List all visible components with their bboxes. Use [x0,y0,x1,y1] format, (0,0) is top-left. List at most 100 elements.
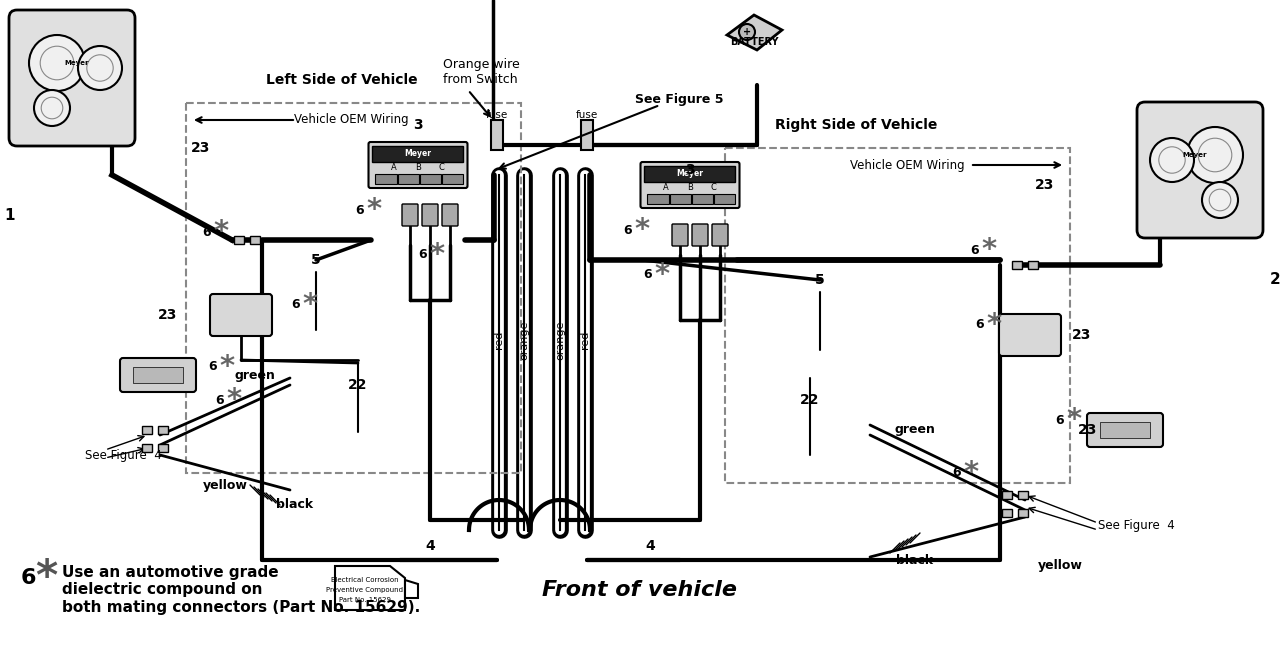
Bar [442,174,464,184]
Text: 23: 23 [192,141,211,155]
Text: *: * [214,218,228,246]
Text: 6: 6 [1056,414,1064,426]
Text: Meyer: Meyer [64,60,89,66]
Text: 3: 3 [413,118,422,132]
Text: 6: 6 [419,249,428,261]
FancyBboxPatch shape [692,224,708,246]
Text: black: black [277,498,313,512]
Text: +: + [743,27,751,37]
Text: *: * [35,557,57,599]
Text: *: * [429,241,444,269]
Text: *: * [227,386,242,414]
Text: Meyer: Meyer [404,149,431,159]
Bar [692,194,714,204]
Text: See Figure  4: See Figure 4 [1097,518,1175,532]
Text: Electrical Corrosion: Electrical Corrosion [331,577,399,583]
Text: 23: 23 [1073,328,1092,342]
Text: *: * [303,291,318,319]
FancyBboxPatch shape [368,142,468,188]
Text: *: * [963,459,979,487]
Circle shape [30,35,85,91]
Bar [1002,509,1012,517]
Text: Right Side of Vehicle: Right Side of Vehicle [775,118,938,132]
Text: See Figure  4: See Figure 4 [85,448,162,462]
Bar [491,120,504,150]
Text: yellow: yellow [1038,558,1082,572]
Text: 6: 6 [644,269,652,281]
Text: 6: 6 [953,466,961,480]
Text: 2: 2 [1270,273,1280,287]
Bar [158,444,167,452]
Polygon shape [404,580,419,598]
FancyBboxPatch shape [1087,413,1163,447]
Text: Use an automotive grade
dielectric compound on
both mating connectors (Part No. : Use an automotive grade dielectric compo… [62,565,420,615]
Text: Part No. 15629: Part No. 15629 [339,597,392,603]
Text: *: * [987,311,1002,339]
Polygon shape [335,566,404,610]
FancyBboxPatch shape [422,204,438,226]
Text: 6: 6 [291,299,300,311]
FancyBboxPatch shape [640,162,739,208]
Circle shape [739,24,755,40]
Circle shape [1202,182,1238,218]
Text: *: * [367,196,381,224]
FancyBboxPatch shape [999,314,1061,356]
Text: See Figure 5: See Figure 5 [635,93,724,107]
FancyBboxPatch shape [1137,102,1264,238]
Bar [185,103,522,473]
Bar [142,444,152,452]
Bar [234,236,243,244]
Text: *: * [635,216,649,244]
Bar [372,146,464,162]
Text: C: C [711,183,716,193]
FancyBboxPatch shape [402,204,419,226]
Text: Left Side of Vehicle: Left Side of Vehicle [267,73,417,87]
Text: green: green [234,368,276,382]
Bar [1028,261,1038,269]
Text: Meyer: Meyer [676,169,703,179]
Bar [1100,422,1150,438]
Text: Orange wire
from Switch: Orange wire from Switch [443,58,520,86]
Text: 3: 3 [685,163,694,177]
Text: 23: 23 [158,308,178,322]
Bar [648,194,668,204]
Text: B: B [415,163,421,173]
Text: 1: 1 [5,207,15,223]
Bar [142,426,152,434]
Bar [725,148,1070,483]
Text: black: black [896,554,934,566]
Text: 5: 5 [815,273,824,287]
Text: 6: 6 [202,225,211,239]
Text: C: C [439,163,444,173]
Text: 5: 5 [312,253,321,267]
Text: 6: 6 [209,360,218,374]
Text: BATTERY: BATTERY [730,37,778,47]
Text: 22: 22 [800,393,819,407]
Text: red: red [495,331,504,350]
Text: 4: 4 [425,539,435,553]
Text: orange: orange [519,320,529,360]
Text: orange: orange [555,320,565,360]
Text: red: red [580,331,590,350]
Bar [420,174,442,184]
Bar [1002,491,1012,499]
Text: 6: 6 [976,319,984,331]
FancyBboxPatch shape [210,294,272,336]
Text: green: green [895,424,935,436]
Text: Meyer: Meyer [1182,152,1207,158]
Text: 23: 23 [1036,178,1055,192]
Circle shape [1188,127,1243,183]
Text: A: A [392,163,397,173]
Text: fuse: fuse [486,110,509,120]
Bar [1018,491,1028,499]
Text: 6: 6 [355,203,365,217]
FancyBboxPatch shape [9,10,135,146]
FancyBboxPatch shape [712,224,728,246]
Bar [158,426,167,434]
Polygon shape [726,15,782,50]
Text: 4: 4 [645,539,654,553]
Bar [1012,261,1021,269]
Bar [398,174,419,184]
Bar [644,166,735,182]
FancyBboxPatch shape [120,358,196,392]
